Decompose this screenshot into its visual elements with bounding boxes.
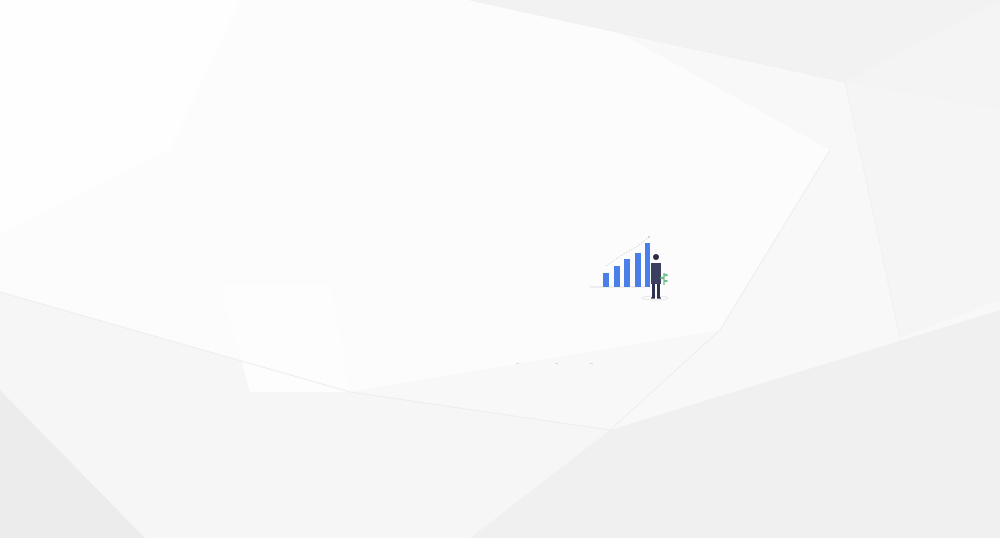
- loading-dot: [555, 363, 558, 364]
- loading-dot: [516, 363, 519, 364]
- loading-dot: [590, 363, 593, 364]
- loading-indicator: [512, 360, 602, 368]
- growth-chart-with-person-icon: [590, 235, 669, 301]
